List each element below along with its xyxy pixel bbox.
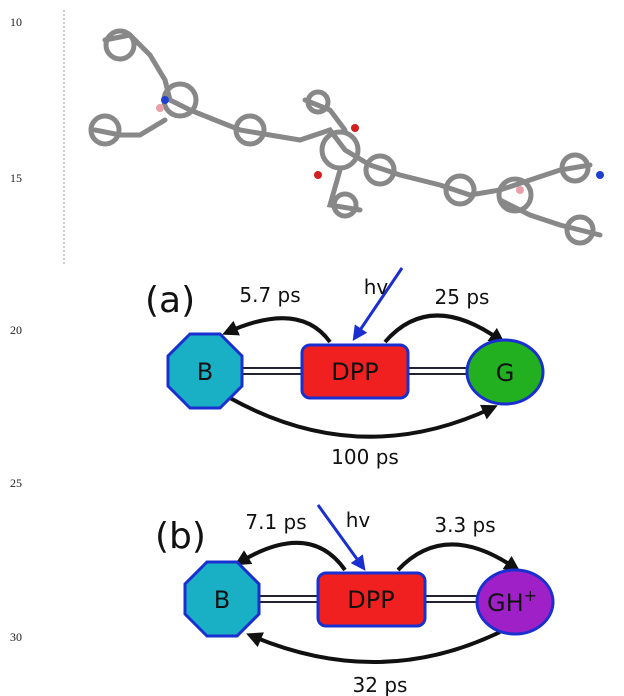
line-number: 15 (10, 171, 22, 185)
arrow (228, 318, 330, 342)
rate-label: 5.7 ps (239, 283, 300, 307)
arrow (398, 544, 515, 570)
node-label: DPP (331, 358, 378, 386)
arrow (385, 315, 500, 342)
molecule (91, 31, 600, 243)
rate-label: 7.1 ps (245, 510, 306, 534)
excitation-label: hv (364, 275, 389, 299)
panel-label: (b) (155, 516, 206, 557)
node-label: DPP (347, 586, 394, 614)
panel-label: (a) (145, 280, 195, 321)
line-number: 20 (10, 323, 22, 337)
node-label: G (496, 359, 515, 387)
page: 10 15 20 25 30 (a) B DPP G 5.7 ps hv 25 … (0, 0, 624, 696)
node-superscript: + (524, 586, 537, 605)
atom (156, 104, 164, 112)
atom (161, 96, 169, 104)
arrow (240, 543, 345, 570)
excitation-label: hv (346, 508, 371, 532)
line-number: 10 (10, 15, 22, 29)
atom (516, 186, 524, 194)
node-label: B (214, 586, 230, 614)
node-label-main: GH (487, 589, 524, 617)
rate-label: 32 ps (353, 673, 408, 696)
arrow (230, 398, 492, 437)
rate-label: 100 ps (331, 445, 399, 469)
node-label: B (197, 358, 213, 386)
line-number: 25 (10, 476, 22, 490)
atom (596, 171, 604, 179)
atom (314, 171, 322, 179)
rate-label: 25 ps (435, 285, 490, 309)
rate-label: 3.3 ps (434, 513, 495, 537)
line-number: 30 (10, 630, 22, 644)
atom (351, 124, 359, 132)
arrow (252, 632, 500, 662)
